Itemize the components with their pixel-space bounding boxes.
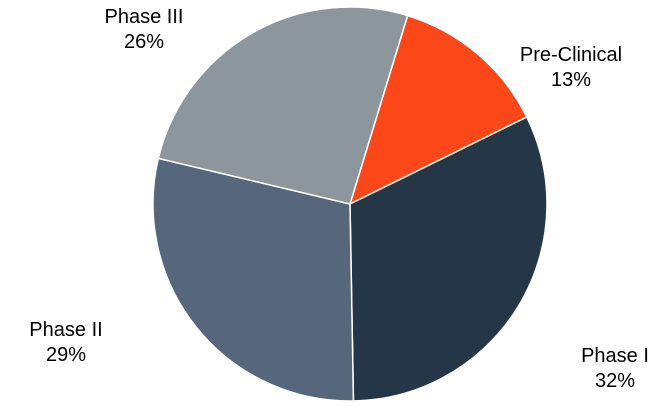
slice-percent-phase-iii: 26% (124, 31, 164, 53)
pie-labels: Pre-Clinical 13% Phase I 32% Phase II 29% Phas… (29, 6, 649, 392)
slice-label-phase-iii: Phase III (105, 6, 184, 28)
slice-label-pre-clinical: Pre-Clinical (520, 44, 622, 66)
slice-label-phase-ii: Phase II (29, 319, 102, 341)
slice-percent-pre-clinical: 13% (551, 69, 591, 91)
slice-percent-phase-i: 32% (595, 370, 635, 392)
slice-label-phase-i: Phase I (581, 345, 649, 367)
pie-slice-pre-clinical (348, 14, 528, 206)
slice-percent-phase-ii: 29% (46, 344, 86, 366)
pie-slice-phase-iii (157, 6, 409, 205)
pie-slice-phase-ii (152, 157, 355, 402)
pie-slices (152, 6, 548, 402)
pie-slice-phase-i (349, 116, 548, 402)
